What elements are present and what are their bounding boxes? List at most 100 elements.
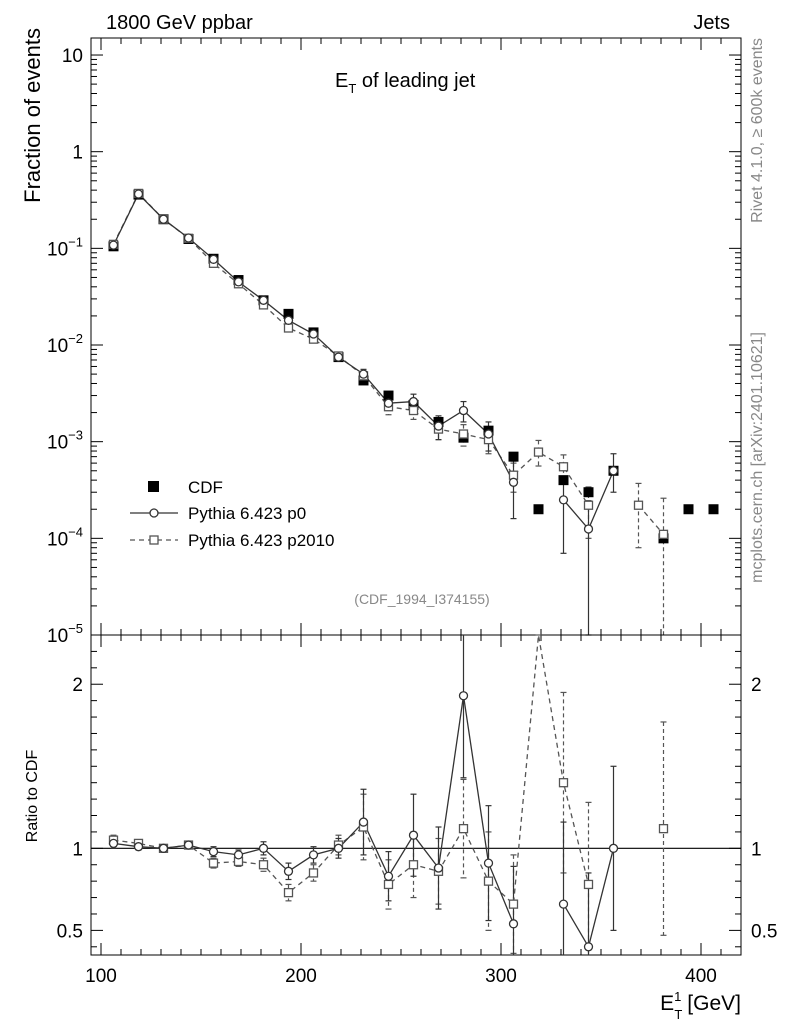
- ratio-plot-frame: 100 200 300 400 0.5 0.5 1 1 2 2: [57, 634, 777, 987]
- y-tick-label-exp: −1: [68, 234, 83, 249]
- plot-title: ET of leading jet: [335, 70, 476, 96]
- ratio-p0-point: [333, 843, 344, 853]
- cdf-point: [708, 504, 719, 515]
- cdf-point: [683, 504, 694, 515]
- ratio-p2010-point: [558, 778, 569, 788]
- p0-point: [133, 189, 144, 199]
- ratio-plot-border: [90, 634, 742, 956]
- ratio-p0-point: [283, 866, 294, 876]
- ratio-y-tick-label-left: 1: [72, 839, 83, 860]
- x-axis-label-sub: T: [674, 1007, 682, 1022]
- y-tick-label: 1: [72, 143, 83, 164]
- y-tick-label-base: 10: [47, 433, 68, 454]
- p0-point: [508, 477, 519, 487]
- p0-point: [383, 398, 394, 408]
- legend-marker-p0: [149, 508, 159, 518]
- ratio-p0-point: [183, 840, 194, 850]
- p0-point: [458, 405, 469, 416]
- y-tick-label: 10−4: [47, 524, 83, 550]
- ratio-p2010-point: [383, 879, 394, 890]
- y-tick-label-base: 10: [47, 239, 68, 260]
- legend-label: Pythia 6.423 p2010: [188, 531, 335, 550]
- y-tick-label: 10−5: [47, 621, 83, 647]
- ratio-p0-point: [233, 850, 244, 860]
- p0-point: [333, 352, 344, 362]
- ratio-y-tick-label-right: 0.5: [751, 921, 777, 942]
- ratio-p2010-point: [408, 860, 419, 870]
- ratio-p2010-point: [658, 823, 669, 834]
- cdf-point: [533, 504, 544, 515]
- p2010-point: [533, 447, 544, 457]
- cdf-point: [383, 390, 394, 401]
- analysis-id: (CDF_1994_I374155): [354, 591, 489, 607]
- ratio-p0-point: [558, 899, 569, 909]
- ratio-p2010-point: [258, 860, 269, 870]
- cdf-point: [283, 308, 294, 319]
- cdf-point: [508, 451, 519, 462]
- x-axis-label-symbol: E: [660, 992, 674, 1015]
- p0-point: [308, 329, 319, 339]
- legend: CDF Pythia 6.423 p0 Pythia 6.423 p2010: [130, 478, 335, 550]
- ratio-p2010-point: [458, 823, 469, 834]
- p2010-point: [558, 462, 569, 472]
- x-axis-label: E1 T [GeV]: [660, 989, 741, 1022]
- p0-point: [558, 495, 569, 505]
- p2010-point: [633, 500, 644, 510]
- ratio-p2010-point: [508, 899, 519, 909]
- ratio-p0-point: [133, 842, 144, 852]
- ratio-p0-point: [158, 843, 169, 853]
- y-tick-label: 10−1: [47, 234, 83, 260]
- cdf-point: [583, 487, 594, 498]
- y-tick-label-exp: −3: [68, 428, 83, 443]
- x-tick-label: 200: [285, 966, 317, 987]
- p0-point: [608, 466, 619, 476]
- ratio-p0-point: [433, 863, 444, 873]
- x-tick-label: 300: [485, 966, 517, 987]
- p0-point: [408, 396, 419, 407]
- p0-point: [583, 524, 594, 534]
- y-tick-label-base: 10: [47, 529, 68, 550]
- plot-title-rest: of leading jet: [356, 70, 475, 92]
- p0-point: [358, 369, 369, 379]
- p0-point: [183, 233, 194, 243]
- y-tick-label-base: 10: [47, 626, 68, 647]
- y-tick-label-exp: −4: [68, 524, 83, 539]
- legend-label: Pythia 6.423 p0: [188, 504, 306, 523]
- ratio-p0-point: [508, 919, 519, 929]
- ratio-y-tick-label-right: 2: [751, 675, 762, 696]
- p0-point: [158, 214, 169, 224]
- ratio-y-axis-label: Ratio to CDF: [24, 750, 41, 843]
- p2010-point: [283, 323, 294, 333]
- x-axis-label-sup: 1: [674, 989, 681, 1004]
- y-tick-label-exp: −5: [68, 621, 83, 636]
- plot-title-symbol: E: [335, 70, 348, 92]
- p2010-point: [583, 500, 594, 510]
- legend-label: CDF: [188, 478, 223, 497]
- side-label-mcplots: mcplots.cern.ch [arXiv:2401.10621]: [749, 332, 766, 583]
- x-tick-label: 100: [85, 966, 117, 987]
- p0-point: [433, 421, 444, 431]
- side-label-rivet: Rivet 4.1.0, ≥ 600k events: [749, 38, 766, 223]
- ratio-p0-point: [108, 838, 119, 849]
- y-tick-label: 10: [62, 46, 83, 67]
- p0-point: [233, 277, 244, 287]
- ratio-p0-point: [258, 843, 269, 853]
- y-tick-label: 10−3: [47, 428, 83, 454]
- ratio-p0-point: [458, 691, 469, 701]
- p0-point: [108, 240, 119, 250]
- ratio-p0-point: [483, 858, 494, 868]
- x-axis-label-text: [GeV]: [687, 992, 741, 1015]
- legend-marker-p2010: [149, 535, 159, 545]
- ratio-p0-point: [308, 850, 319, 860]
- ratio-y-tick-label-left: 2: [72, 675, 83, 696]
- p2010-point: [408, 405, 419, 416]
- header-left: 1800 GeV ppbar: [106, 12, 253, 34]
- ratio-y-tick-label-right: 1: [751, 839, 762, 860]
- ratio-p2010-point: [283, 887, 294, 898]
- ratio-p0-point: [383, 871, 394, 881]
- p2010-point: [458, 429, 469, 439]
- ratio-y-tick-label-left: 0.5: [57, 921, 83, 942]
- ratio-p0-point: [408, 830, 419, 840]
- p0-point: [258, 295, 269, 305]
